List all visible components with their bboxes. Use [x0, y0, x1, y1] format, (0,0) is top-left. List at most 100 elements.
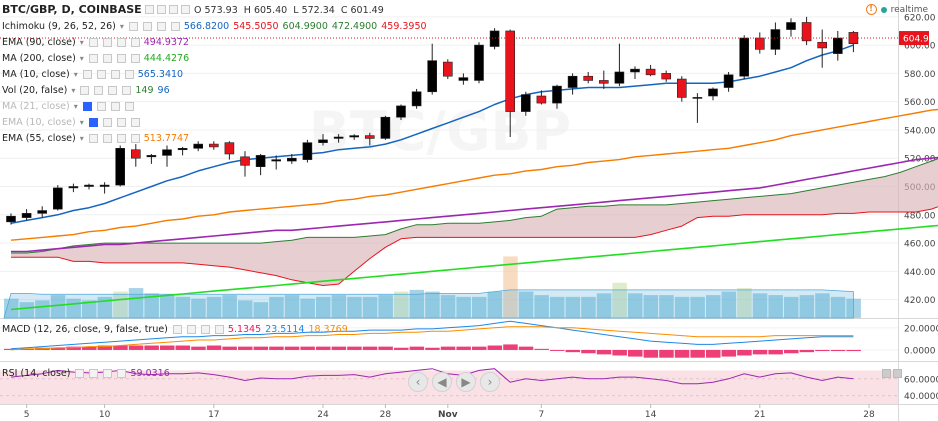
indicator-control-icon[interactable]: [102, 37, 112, 47]
indicator-name[interactable]: EMA (90, close): [2, 36, 76, 48]
indicator-control-icon[interactable]: [130, 133, 140, 143]
indicator-menu-icon[interactable]: ▾: [79, 133, 84, 143]
indicator-menu-icon[interactable]: ▾: [79, 53, 84, 63]
volume-bar: [737, 288, 752, 318]
indicator-control-icon[interactable]: [102, 117, 112, 127]
scroll-right-icon[interactable]: ›: [480, 372, 500, 392]
symbol-settings-icon[interactable]: [168, 5, 178, 14]
volume-bar: [768, 295, 783, 318]
indicator-control-icon[interactable]: [128, 21, 138, 31]
indicator-control-icon[interactable]: [130, 53, 140, 63]
macd-legend[interactable]: MACD (12, 26, close, 9, false, true) 5.13…: [2, 322, 348, 336]
realtime-dot-icon: [880, 6, 887, 13]
indicator-menu-icon[interactable]: ▾: [71, 85, 76, 95]
indicator-name[interactable]: MA (10, close): [2, 68, 70, 80]
indicator-control-icon[interactable]: [88, 53, 98, 63]
candle-body: [442, 61, 453, 77]
indicator-control-icon[interactable]: [116, 37, 126, 47]
indicator-control-icon[interactable]: [96, 101, 106, 111]
indicator-control-icon[interactable]: [96, 69, 106, 79]
indicator-control-icon[interactable]: [110, 69, 120, 79]
pane-down-icon[interactable]: [893, 369, 902, 378]
indicator-control-icon[interactable]: [110, 101, 120, 111]
indicator-control-icon[interactable]: [108, 85, 118, 95]
alert-icon[interactable]: !: [865, 4, 877, 15]
pane-up-icon[interactable]: [882, 369, 891, 378]
indicator-legend[interactable]: MA (10, close) ▾ 565.3410: [2, 67, 183, 81]
indicator-control-icon[interactable]: [122, 85, 132, 95]
indicator-legend[interactable]: MA (21, close) ▾: [2, 99, 134, 113]
indicator-menu-icon[interactable]: ▾: [119, 21, 124, 31]
indicator-control-icon[interactable]: [102, 133, 112, 143]
indicator-control-icon[interactable]: [75, 368, 85, 378]
indicator-name[interactable]: Ichimoku (9, 26, 52, 26): [2, 20, 116, 32]
symbol-title[interactable]: BTC/GBP, D, COINBASE: [2, 3, 142, 16]
indicator-control-icon[interactable]: [117, 368, 127, 378]
indicator-control-icon[interactable]: [116, 53, 126, 63]
indicator-name[interactable]: Vol (20, false): [2, 84, 68, 96]
indicator-control-icon[interactable]: [94, 85, 104, 95]
macd-histogram-bar: [550, 349, 565, 351]
indicator-name[interactable]: MA (21, close): [2, 100, 70, 112]
indicator-control-icon[interactable]: [116, 133, 126, 143]
indicator-control-icon[interactable]: [82, 101, 92, 111]
chart-navigation[interactable]: ‹ ◀ ▶ ›: [408, 372, 500, 392]
indicator-control-icon[interactable]: [116, 117, 126, 127]
indicator-control-icon[interactable]: [214, 324, 224, 334]
macd-histogram-bar: [175, 345, 191, 350]
indicator-name[interactable]: EMA (55, close): [2, 132, 76, 144]
indicator-legend[interactable]: Vol (20, false) ▾ 149 96: [2, 83, 170, 97]
indicator-control-icon[interactable]: [200, 324, 210, 334]
indicator-menu-icon[interactable]: ▾: [79, 37, 84, 47]
realtime-indicator[interactable]: ! realtime: [865, 4, 928, 15]
indicator-control-icon[interactable]: [89, 368, 99, 378]
indicator-control-icon[interactable]: [170, 21, 180, 31]
indicator-menu-icon[interactable]: ▾: [73, 101, 78, 111]
indicator-legend[interactable]: Ichimoku (9, 26, 52, 26) ▾ 566.8200 545.505…: [2, 19, 427, 33]
y-tick-label: 420.00: [904, 296, 936, 306]
indicator-control-icon[interactable]: [88, 37, 98, 47]
indicator-control-icon[interactable]: [103, 368, 113, 378]
go-forward-icon[interactable]: ▶: [456, 372, 476, 392]
volume-bar: [550, 296, 565, 318]
indicator-control-icon[interactable]: [186, 324, 196, 334]
indicator-control-icon[interactable]: [124, 69, 134, 79]
symbol-settings-icon[interactable]: [156, 5, 166, 14]
indicator-legend[interactable]: EMA (55, close) ▾ 513.7747: [2, 131, 189, 145]
indicator-control-icon[interactable]: [88, 117, 98, 127]
indicator-control-icon[interactable]: [130, 37, 140, 47]
indicator-legend[interactable]: EMA (90, close) ▾ 494.9372: [2, 35, 189, 49]
scroll-left-icon[interactable]: ‹: [408, 372, 428, 392]
indicator-name[interactable]: RSI (14, close): [2, 367, 71, 379]
symbol-settings-icon[interactable]: [180, 5, 190, 14]
go-back-icon[interactable]: ◀: [432, 372, 452, 392]
rsi-legend[interactable]: RSI (14, close) 59.0316: [2, 366, 170, 380]
y-tick-label: 560.00: [904, 98, 936, 108]
symbol-settings-icon[interactable]: [144, 5, 154, 14]
indicator-control-icon[interactable]: [130, 117, 140, 127]
indicator-control-icon[interactable]: [156, 21, 166, 31]
indicator-control-icon[interactable]: [82, 69, 92, 79]
indicator-control-icon[interactable]: [88, 133, 98, 143]
volume-bar: [784, 296, 799, 318]
indicator-legend[interactable]: EMA (10, close) ▾: [2, 115, 140, 129]
indicator-control-icon[interactable]: [80, 85, 90, 95]
indicator-control-icon[interactable]: [172, 324, 182, 334]
indicator-control-icon[interactable]: [124, 101, 134, 111]
indicator-control-icon[interactable]: [142, 21, 152, 31]
indicator-legend[interactable]: MA (200, close) ▾ 444.4276: [2, 51, 189, 65]
indicator-control-icon[interactable]: [102, 53, 112, 63]
pane-controls[interactable]: [882, 369, 902, 378]
symbol-header[interactable]: BTC/GBP, D, COINBASE: [2, 3, 190, 16]
indicator-name[interactable]: MACD (12, 26, close, 9, false, true): [2, 323, 168, 335]
volume-bar: [253, 302, 269, 318]
macd-histogram-bar: [284, 346, 300, 350]
macd-histogram-bar: [815, 349, 830, 352]
indicator-menu-icon[interactable]: ▾: [79, 117, 84, 127]
indicator-menu-icon[interactable]: ▾: [73, 69, 78, 79]
indicator-name[interactable]: EMA (10, close): [2, 116, 76, 128]
candle-body: [583, 75, 594, 81]
indicator-name[interactable]: MA (200, close): [2, 52, 76, 64]
